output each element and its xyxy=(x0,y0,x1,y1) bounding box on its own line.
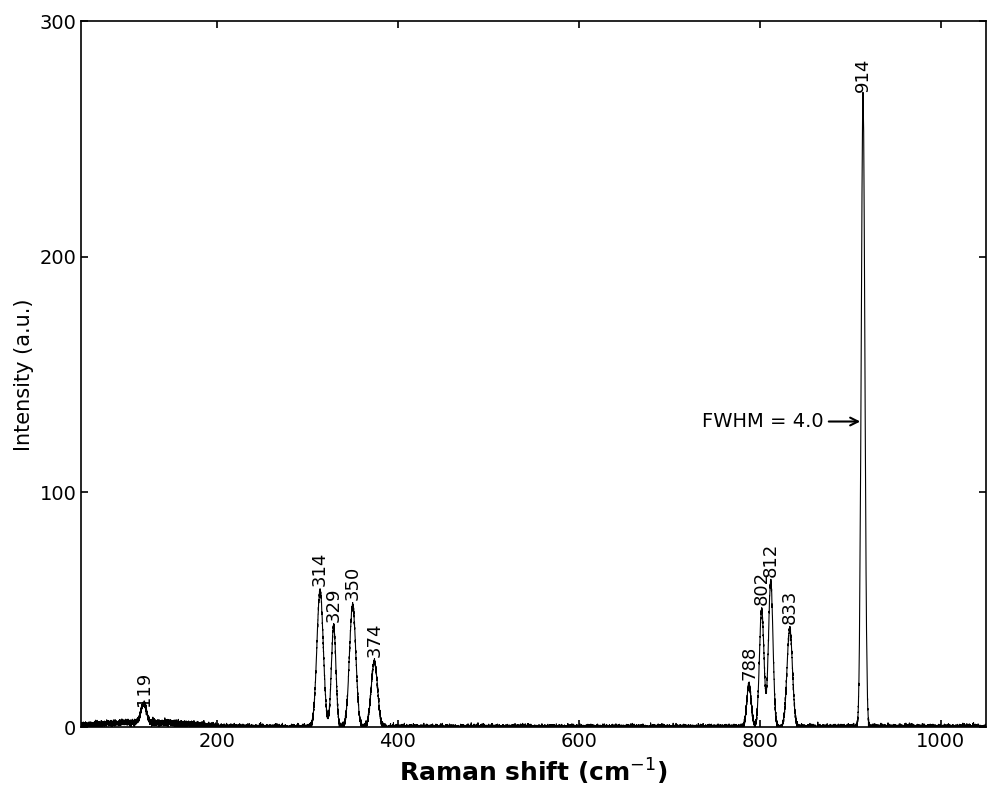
X-axis label: Raman shift (cm$^{-1}$): Raman shift (cm$^{-1}$) xyxy=(399,757,668,787)
Text: 350: 350 xyxy=(344,566,362,601)
Text: 914: 914 xyxy=(854,58,872,92)
Text: 788: 788 xyxy=(740,646,758,680)
Text: 374: 374 xyxy=(365,622,383,657)
Text: 329: 329 xyxy=(325,587,343,622)
Text: FWHM = 4.0: FWHM = 4.0 xyxy=(702,412,858,431)
Text: 314: 314 xyxy=(311,552,329,586)
Text: 833: 833 xyxy=(781,590,799,624)
Y-axis label: Intensity (a.u.): Intensity (a.u.) xyxy=(14,298,34,451)
Text: 802: 802 xyxy=(753,571,771,605)
Text: 812: 812 xyxy=(762,542,780,577)
Text: 119: 119 xyxy=(135,672,153,706)
